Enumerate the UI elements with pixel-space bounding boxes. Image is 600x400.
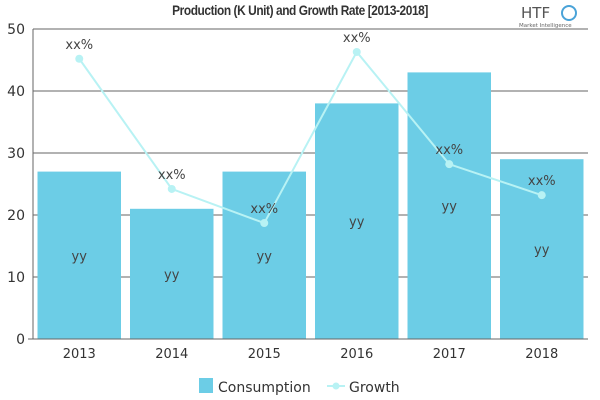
growth-label: xx% bbox=[250, 202, 278, 217]
growth-point-2016 bbox=[352, 47, 361, 56]
x-tick-label: 2015 bbox=[248, 347, 281, 362]
y-tick-label: 50 bbox=[7, 22, 25, 38]
legend-consumption-swatch bbox=[199, 378, 213, 393]
x-tick-label: 2016 bbox=[340, 347, 373, 362]
growth-point-2014 bbox=[167, 184, 176, 193]
growth-line bbox=[78, 50, 543, 225]
bar-label: yy bbox=[534, 243, 550, 258]
growth-point-2013 bbox=[75, 54, 84, 63]
htf-logo: HTF Market Intelligence bbox=[517, 1, 587, 29]
x-tick-label: 2014 bbox=[155, 347, 188, 362]
growth-label: xx% bbox=[65, 38, 93, 53]
x-tick-label: 2018 bbox=[525, 347, 558, 362]
bar-label: yy bbox=[164, 268, 180, 283]
y-tick-label: 10 bbox=[7, 270, 25, 286]
bar-label: yy bbox=[442, 200, 458, 215]
bar-label: yy bbox=[72, 249, 88, 264]
bar-2018 bbox=[500, 159, 584, 339]
growth-label: xx% bbox=[528, 174, 556, 189]
bar-2017 bbox=[407, 72, 491, 340]
bar-label: yy bbox=[257, 249, 273, 264]
legend-consumption-label: Consumption bbox=[218, 380, 311, 396]
chart-title: Production (K Unit) and Growth Rate [201… bbox=[172, 2, 428, 18]
bar-label: yy bbox=[349, 215, 365, 230]
growth-point-2018 bbox=[537, 191, 546, 200]
x-tick-label: 2013 bbox=[63, 347, 96, 362]
growth-label: xx% bbox=[343, 31, 371, 46]
x-tick-label: 2017 bbox=[433, 347, 466, 362]
legend-growth-marker bbox=[332, 382, 340, 390]
y-tick-label: 0 bbox=[16, 332, 25, 348]
bar-2015 bbox=[222, 171, 306, 339]
bar-2016 bbox=[315, 103, 399, 340]
bar-2013 bbox=[37, 171, 121, 339]
growth-point-2015 bbox=[260, 219, 269, 228]
y-tick-label: 40 bbox=[7, 84, 25, 100]
y-tick-label: 20 bbox=[7, 208, 25, 224]
svg-text:HTF: HTF bbox=[521, 4, 550, 22]
growth-label: xx% bbox=[158, 168, 186, 183]
svg-text:Market Intelligence: Market Intelligence bbox=[519, 23, 572, 29]
bar-2014 bbox=[130, 208, 214, 339]
growth-label: xx% bbox=[435, 143, 463, 158]
legend-growth-label: Growth bbox=[349, 380, 400, 396]
y-tick-label: 30 bbox=[7, 146, 25, 162]
growth-point-2017 bbox=[445, 160, 454, 169]
